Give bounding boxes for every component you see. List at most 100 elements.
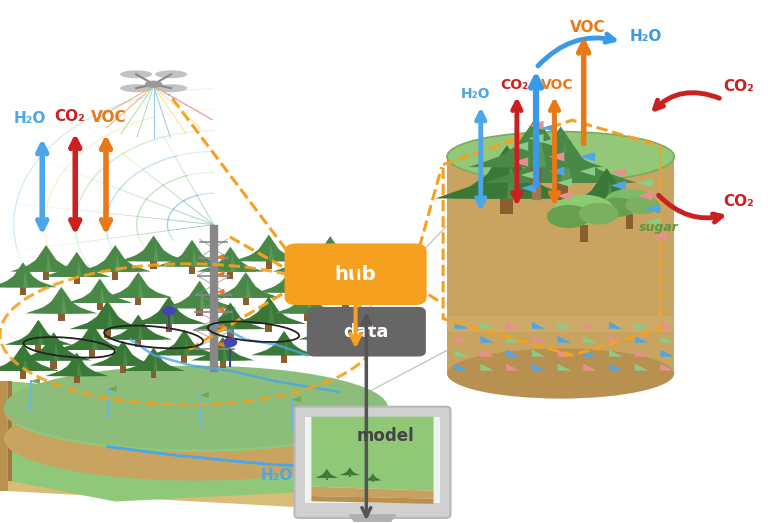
Polygon shape — [292, 275, 297, 292]
Polygon shape — [452, 161, 561, 199]
Polygon shape — [284, 347, 294, 355]
Polygon shape — [246, 285, 253, 298]
Polygon shape — [521, 170, 536, 179]
Polygon shape — [151, 261, 157, 269]
Polygon shape — [266, 324, 272, 332]
Circle shape — [224, 338, 237, 346]
Polygon shape — [35, 332, 73, 360]
Polygon shape — [580, 225, 588, 242]
Polygon shape — [531, 322, 545, 329]
Ellipse shape — [155, 84, 187, 92]
Polygon shape — [4, 391, 309, 481]
Polygon shape — [645, 204, 660, 213]
Polygon shape — [74, 323, 111, 350]
Text: H₂O: H₂O — [630, 29, 662, 44]
Polygon shape — [38, 333, 46, 345]
Polygon shape — [307, 259, 315, 271]
Polygon shape — [166, 324, 172, 332]
Polygon shape — [92, 332, 98, 350]
Polygon shape — [349, 515, 396, 523]
Polygon shape — [468, 144, 604, 167]
FancyBboxPatch shape — [284, 243, 427, 305]
Ellipse shape — [4, 366, 388, 449]
Polygon shape — [531, 350, 545, 357]
Polygon shape — [327, 475, 330, 477]
Text: H₂O: H₂O — [14, 111, 46, 126]
Polygon shape — [611, 168, 626, 177]
Polygon shape — [314, 316, 346, 339]
Polygon shape — [313, 236, 347, 261]
Polygon shape — [158, 337, 210, 355]
Polygon shape — [123, 354, 131, 366]
Polygon shape — [207, 337, 239, 360]
Polygon shape — [217, 342, 224, 348]
Polygon shape — [108, 310, 114, 329]
FancyBboxPatch shape — [306, 307, 425, 357]
Ellipse shape — [547, 205, 591, 228]
Polygon shape — [138, 332, 148, 339]
Polygon shape — [321, 469, 333, 477]
Polygon shape — [104, 286, 173, 298]
Polygon shape — [230, 254, 236, 271]
Polygon shape — [330, 332, 339, 339]
Polygon shape — [20, 371, 26, 379]
Text: H₂O: H₂O — [261, 468, 293, 483]
Polygon shape — [89, 350, 95, 358]
Polygon shape — [470, 145, 544, 199]
Polygon shape — [266, 275, 318, 292]
Polygon shape — [150, 297, 188, 324]
Polygon shape — [61, 353, 93, 376]
Polygon shape — [230, 316, 239, 329]
Polygon shape — [79, 259, 151, 271]
Polygon shape — [269, 310, 277, 324]
Polygon shape — [43, 271, 49, 280]
Polygon shape — [660, 322, 674, 329]
Text: VOC: VOC — [91, 110, 126, 125]
Polygon shape — [330, 244, 336, 261]
Polygon shape — [583, 322, 597, 329]
Polygon shape — [481, 363, 494, 371]
Polygon shape — [327, 261, 333, 269]
Polygon shape — [292, 280, 300, 292]
Polygon shape — [61, 295, 67, 313]
Polygon shape — [536, 143, 551, 167]
Polygon shape — [311, 291, 380, 303]
Polygon shape — [349, 470, 352, 475]
Polygon shape — [250, 234, 287, 261]
Polygon shape — [346, 285, 351, 303]
Polygon shape — [35, 345, 41, 353]
Polygon shape — [481, 322, 494, 329]
Polygon shape — [92, 337, 101, 350]
Polygon shape — [171, 289, 228, 308]
Ellipse shape — [155, 70, 187, 78]
Text: VOC: VOC — [570, 20, 605, 35]
Polygon shape — [43, 265, 111, 277]
Polygon shape — [60, 252, 94, 277]
Polygon shape — [306, 323, 355, 339]
Polygon shape — [121, 272, 156, 298]
Polygon shape — [507, 161, 518, 199]
Polygon shape — [349, 471, 353, 475]
Polygon shape — [232, 311, 306, 324]
Polygon shape — [227, 329, 233, 337]
Polygon shape — [312, 486, 433, 498]
Polygon shape — [660, 363, 674, 371]
Polygon shape — [343, 303, 349, 311]
Polygon shape — [197, 260, 264, 271]
Polygon shape — [531, 363, 545, 371]
Polygon shape — [77, 259, 82, 277]
Polygon shape — [273, 302, 341, 313]
Polygon shape — [138, 327, 146, 339]
Polygon shape — [541, 138, 557, 146]
Polygon shape — [58, 313, 65, 322]
Polygon shape — [112, 271, 118, 280]
Polygon shape — [326, 477, 328, 480]
Polygon shape — [0, 276, 57, 287]
Polygon shape — [339, 471, 360, 475]
Circle shape — [163, 306, 175, 315]
Polygon shape — [557, 191, 572, 200]
Polygon shape — [611, 181, 626, 190]
Polygon shape — [281, 254, 333, 271]
Polygon shape — [366, 475, 380, 480]
Polygon shape — [97, 245, 134, 271]
